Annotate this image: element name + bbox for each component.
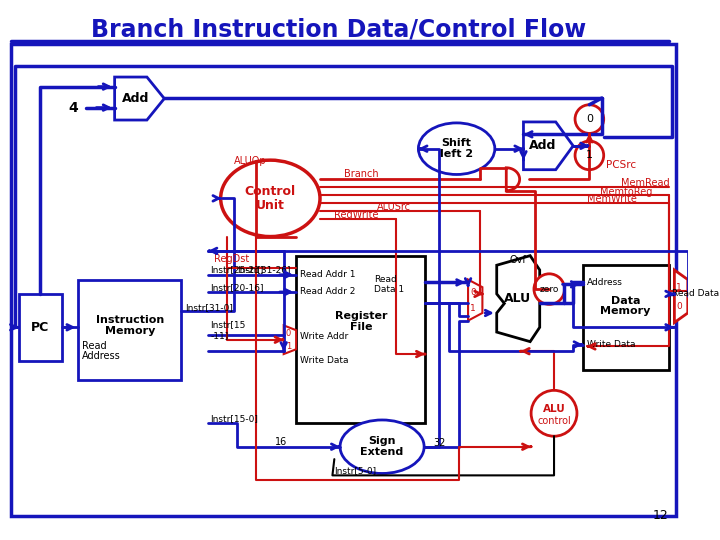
Circle shape [534, 274, 564, 305]
Text: Read Addr 1: Read Addr 1 [300, 271, 356, 279]
Text: Ovf: Ovf [509, 255, 526, 266]
Text: Extend: Extend [361, 448, 404, 457]
Text: Add: Add [122, 92, 149, 105]
Polygon shape [523, 122, 573, 170]
Text: 1: 1 [286, 342, 291, 351]
Ellipse shape [340, 420, 424, 474]
Text: PCSrc: PCSrc [606, 160, 636, 170]
Text: Write Data: Write Data [587, 340, 635, 349]
Text: 32: 32 [433, 438, 446, 448]
Text: Sign: Sign [369, 436, 396, 446]
Text: PC: PC [31, 321, 49, 334]
Polygon shape [284, 326, 296, 354]
Text: left 2: left 2 [440, 150, 473, 159]
Text: MemWrite: MemWrite [588, 194, 637, 204]
Text: control: control [537, 416, 571, 426]
Text: Data 1: Data 1 [374, 285, 405, 294]
Text: MemRead: MemRead [621, 178, 670, 188]
Bar [296, 255, 425, 423]
Bar [78, 280, 181, 380]
Text: ALUSrc: ALUSrc [377, 202, 411, 212]
Text: Instr[25-21]: Instr[25-21] [210, 266, 264, 274]
Text: Read: Read [374, 275, 397, 284]
Text: Register: Register [335, 311, 387, 321]
Text: Add: Add [529, 139, 557, 152]
Circle shape [575, 105, 603, 133]
Text: 1: 1 [470, 303, 476, 313]
Text: Branch Instruction Data/Control Flow: Branch Instruction Data/Control Flow [91, 17, 587, 41]
Text: Unit: Unit [256, 199, 285, 212]
Text: Read: Read [82, 341, 107, 352]
Text: 0: 0 [586, 114, 593, 124]
Text: Instr[31-0]: Instr[31-0] [185, 303, 233, 312]
Text: Instr[15-0]: Instr[15-0] [210, 415, 258, 423]
Text: Memory: Memory [600, 306, 651, 316]
Polygon shape [506, 168, 520, 191]
Text: Address: Address [82, 351, 121, 361]
Text: Instr[15
-11]: Instr[15 -11] [210, 320, 246, 340]
Text: 0: 0 [470, 288, 476, 298]
Text: Write Addr: Write Addr [300, 332, 348, 341]
Polygon shape [497, 255, 540, 342]
Text: 16: 16 [275, 437, 287, 447]
Text: 0: 0 [676, 302, 682, 311]
Text: Instr[20-16]: Instr[20-16] [210, 283, 264, 292]
Text: 4: 4 [68, 100, 78, 114]
Text: Read Data: Read Data [672, 289, 719, 299]
Text: RegDst: RegDst [214, 254, 249, 264]
Text: Instr[5-0]: Instr[5-0] [334, 466, 377, 475]
Text: 12: 12 [653, 509, 669, 522]
Text: Memory: Memory [104, 326, 155, 336]
Text: Data: Data [611, 295, 640, 306]
Polygon shape [114, 77, 164, 120]
Text: 0: 0 [286, 328, 291, 338]
Text: Write Data: Write Data [300, 356, 348, 365]
Text: Instr[31-26]: Instr[31-26] [237, 266, 290, 274]
Text: RegWrite: RegWrite [334, 210, 379, 220]
Bar [19, 294, 62, 361]
Text: zero: zero [539, 285, 559, 294]
Ellipse shape [418, 123, 495, 174]
Text: Read Addr 2: Read Addr 2 [300, 287, 355, 296]
Bar [582, 265, 669, 370]
Text: 1: 1 [676, 283, 682, 292]
Text: MemtoReg: MemtoReg [600, 187, 652, 197]
Text: Branch: Branch [344, 170, 379, 179]
Polygon shape [675, 270, 688, 322]
Ellipse shape [220, 160, 320, 237]
Text: ALU: ALU [543, 404, 565, 415]
Text: Address: Address [587, 278, 622, 287]
Text: ALUOp: ALUOp [234, 156, 266, 166]
Text: Shift: Shift [441, 138, 472, 148]
Circle shape [531, 390, 577, 436]
Text: 1: 1 [586, 150, 593, 160]
Polygon shape [468, 280, 482, 321]
Text: Control: Control [245, 185, 296, 198]
Text: ALU: ALU [504, 292, 531, 305]
Circle shape [575, 141, 603, 170]
Text: Instruction: Instruction [96, 315, 164, 325]
Text: File: File [350, 322, 372, 332]
